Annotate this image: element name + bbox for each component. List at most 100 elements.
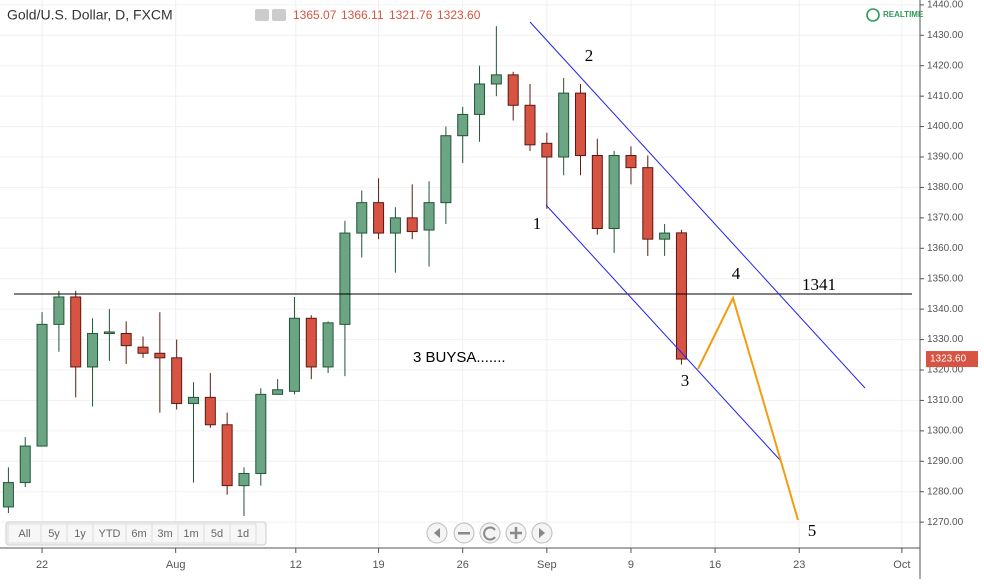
range-button-label: 6m — [131, 528, 146, 540]
y-tick-label: 1350.00 — [927, 273, 964, 284]
range-button-label: 3m — [157, 528, 172, 540]
channel-upper-line — [529, 21, 866, 389]
minus-icon — [458, 532, 470, 535]
candle-body — [490, 74, 502, 85]
x-tick-label: 9 — [628, 559, 634, 571]
candle-body — [272, 389, 284, 395]
x-tick-label: Sep — [537, 559, 557, 571]
candle-body — [675, 232, 687, 360]
y-tick-label: 1300.00 — [927, 425, 964, 436]
x-tick-label: 16 — [709, 559, 721, 571]
y-tick-label: 1440.00 — [927, 0, 964, 11]
arrow-icon — [539, 528, 545, 538]
chart-title: Gold/U.S. Dollar, D, FXCM — [7, 7, 173, 23]
y-tick-label: 1320.00 — [927, 365, 964, 376]
candle-body — [373, 202, 385, 234]
range-button[interactable] — [229, 523, 257, 544]
wave-label: 4 — [732, 264, 741, 283]
candle-body — [154, 352, 166, 359]
low-label: 1321.76 — [389, 8, 433, 22]
y-tick-label: 1400.00 — [927, 121, 964, 132]
reset-icon — [483, 526, 496, 541]
range-button-label: 1d — [237, 528, 249, 540]
candle-body — [288, 317, 300, 392]
candle-body — [574, 92, 586, 156]
y-tick-label: 1370.00 — [927, 213, 964, 224]
y-tick-label: 1420.00 — [927, 60, 964, 71]
y-tick-label: 1280.00 — [927, 486, 964, 497]
x-tick-label: 23 — [793, 559, 805, 571]
x-tick-label: 19 — [372, 559, 384, 571]
candle-body — [389, 217, 401, 234]
time-axis: 22 Aug 12 19 26 Sep 9 16 23 Oct — [36, 548, 910, 571]
y-tick-label: 1270.00 — [927, 517, 964, 528]
y-tick-label: 1360.00 — [927, 243, 964, 254]
candles — [2, 26, 687, 517]
last-price-label: 1323.60 — [930, 354, 967, 365]
candle-body — [120, 332, 132, 347]
realtime-label: REALTIME — [883, 10, 924, 19]
y-tick-label: 1310.00 — [927, 395, 964, 406]
x-tick-label: 26 — [457, 559, 469, 571]
candle-body — [322, 322, 334, 368]
candle-body — [423, 202, 435, 231]
range-button-label: 1y — [74, 528, 86, 540]
candle-body — [541, 142, 553, 158]
y-tick-label: 1410.00 — [927, 91, 964, 102]
price-axis: 1270.00 1280.00 1290.00 1300.00 1310.00 1320.… — [920, 0, 978, 528]
grid — [0, 0, 920, 548]
range-button-label: YTD — [99, 528, 121, 540]
candle-body — [339, 232, 351, 325]
visibility-icon[interactable] — [255, 9, 269, 21]
realtime-icon — [866, 8, 880, 22]
y-tick-label: 1390.00 — [927, 152, 964, 163]
candle-body — [36, 323, 48, 447]
x-tick-label: Oct — [893, 559, 910, 571]
candle-body — [255, 393, 267, 474]
range-button-label: All — [18, 528, 30, 540]
candle-body — [238, 472, 250, 487]
settings-icon[interactable] — [272, 9, 286, 21]
range-button-label: 1m — [183, 528, 198, 540]
range-toolbar: All 5y 1y YTD 6m 3m 1m 5d 1d — [5, 521, 267, 546]
candle-body — [524, 104, 536, 146]
x-tick-label: Aug — [166, 559, 186, 571]
candle-body — [474, 83, 486, 115]
candle-body — [171, 357, 183, 404]
candle-body — [440, 135, 452, 204]
y-tick-label: 1380.00 — [927, 182, 964, 193]
candle-body — [642, 167, 654, 240]
wave-label: 3 — [681, 371, 690, 390]
high-label: 1366.11 — [341, 8, 384, 22]
candle-body — [204, 396, 216, 426]
note: 3 BUYSA....... — [413, 349, 506, 366]
y-tick-label: 1340.00 — [927, 304, 964, 315]
y-tick-label: 1430.00 — [927, 30, 964, 41]
x-tick-label: 12 — [290, 559, 302, 571]
last-price-box — [926, 351, 978, 368]
candle-body — [608, 154, 620, 230]
plus-icon — [510, 527, 522, 539]
candle-body — [87, 332, 99, 368]
candle-body — [625, 154, 637, 169]
candle-body — [305, 317, 317, 368]
wave-label: 1 — [533, 214, 542, 233]
candle-body — [457, 113, 469, 137]
candle-body — [659, 232, 671, 240]
candle-body — [356, 202, 368, 234]
wave-label: 5 — [808, 521, 817, 540]
candle-body — [406, 217, 418, 233]
range-button-label: 5d — [211, 528, 223, 540]
range-button-label: 5y — [48, 528, 60, 540]
candle-body — [70, 296, 82, 368]
y-tick-label: 1290.00 — [927, 456, 964, 467]
close-label: 1323.60 — [437, 8, 481, 22]
level-label: 1341 — [802, 275, 836, 294]
channel-lower-line — [545, 204, 781, 461]
candle-body — [53, 296, 65, 325]
candle-body — [507, 74, 519, 106]
candle-body — [221, 424, 233, 487]
open-label: 1365.07 — [293, 8, 337, 22]
candle-body — [103, 331, 115, 334]
